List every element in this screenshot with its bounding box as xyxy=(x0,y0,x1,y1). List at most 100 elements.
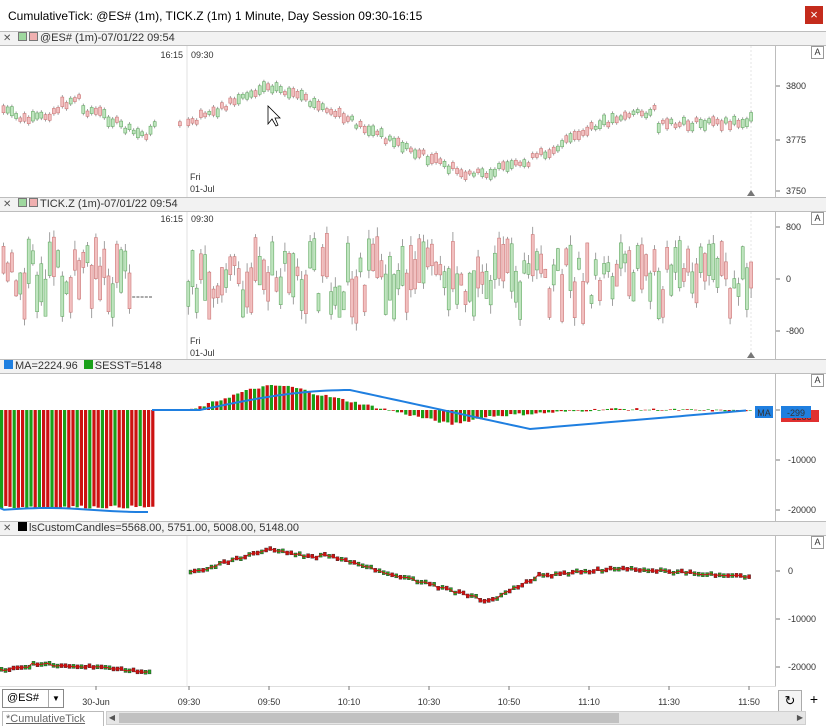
tick-chart[interactable]: 16:15 09:30 Fri 01-Jul 800 0 -800 xyxy=(0,212,826,359)
candle xyxy=(14,113,18,119)
cumulative-tick-histogram[interactable]: 0-10000-20000-1286MA-299 xyxy=(0,374,826,521)
candle xyxy=(249,267,254,313)
candle xyxy=(362,126,367,134)
histogram-bar xyxy=(105,410,109,509)
sesst-swatch-icon xyxy=(83,360,93,369)
histogram-bar xyxy=(25,410,29,509)
candle xyxy=(94,107,98,115)
histogram-bar xyxy=(29,410,33,507)
es-price-chart[interactable]: 16:15 09:30 Fri 01-Jul 3800 3775 3750 xyxy=(0,46,826,197)
candle xyxy=(119,249,123,293)
scroll-left-icon[interactable]: ◀ xyxy=(108,713,116,722)
candle xyxy=(673,123,678,129)
candle xyxy=(707,243,711,276)
candle xyxy=(270,85,275,94)
candle xyxy=(194,287,199,313)
close-button[interactable]: × xyxy=(805,6,823,24)
close-pane-icon[interactable]: ✕ xyxy=(3,199,12,210)
candle xyxy=(73,249,77,271)
histogram-bar xyxy=(551,410,555,413)
candle xyxy=(312,98,317,109)
down-swatch-icon xyxy=(29,32,38,41)
candle xyxy=(745,118,749,127)
candle xyxy=(115,116,119,123)
candle xyxy=(514,270,518,303)
histogram-bar xyxy=(349,402,353,410)
candle xyxy=(623,253,627,264)
histogram-bar xyxy=(147,410,151,507)
autoscale-button[interactable]: A xyxy=(811,46,824,59)
y-tick-label: 0 xyxy=(788,566,793,576)
symbol-selector[interactable]: @ES# ▼ xyxy=(2,689,64,708)
pane-es-header: ✕ @ES# (1m)-07/01/22 09:54 xyxy=(0,31,826,46)
candle xyxy=(505,238,510,273)
scrollbar-thumb[interactable] xyxy=(119,713,619,723)
candle xyxy=(606,121,611,128)
refresh-button[interactable]: ↻ xyxy=(778,690,802,712)
candle xyxy=(346,242,350,283)
histogram-bar xyxy=(589,410,593,412)
candle xyxy=(186,118,191,126)
close-pane-icon[interactable]: ✕ xyxy=(3,33,12,44)
candle xyxy=(375,130,380,136)
scroll-marker-icon xyxy=(747,352,755,358)
candle xyxy=(446,268,451,311)
candle xyxy=(144,134,149,140)
histogram-bar xyxy=(450,410,454,425)
candle xyxy=(425,156,430,166)
histogram-bar xyxy=(16,410,20,508)
candle xyxy=(47,241,52,276)
autoscale-button[interactable]: A xyxy=(811,536,824,549)
candle xyxy=(640,110,644,117)
candle xyxy=(224,106,228,111)
candle xyxy=(677,240,682,289)
histogram-bar xyxy=(500,410,504,417)
chart-tab[interactable]: *CumulativeTick xyxy=(2,711,104,726)
y-tick-label: 3750 xyxy=(786,186,806,196)
candle xyxy=(728,121,732,131)
add-button[interactable]: + xyxy=(809,691,819,707)
candle xyxy=(602,263,606,275)
candle xyxy=(220,267,224,296)
candle xyxy=(497,237,501,279)
histogram-bar xyxy=(307,392,311,410)
candle xyxy=(451,162,455,170)
histogram-bar xyxy=(731,409,735,411)
candle xyxy=(568,133,573,143)
close-pane-icon[interactable]: ✕ xyxy=(3,523,12,534)
candle xyxy=(371,243,375,272)
pane-tick-label: TICK.Z (1m)-07/01/22 09:54 xyxy=(40,198,178,210)
x-tick-label: 10:50 xyxy=(498,697,521,707)
histogram-bar xyxy=(626,410,630,411)
candle xyxy=(577,257,581,270)
histogram-bar xyxy=(408,410,412,416)
candle xyxy=(316,100,321,111)
candle xyxy=(354,124,359,129)
candle xyxy=(35,274,39,312)
histogram-bar xyxy=(278,385,282,410)
custom-candles-chart[interactable]: 0 -10000 -20000 xyxy=(0,536,826,686)
candle xyxy=(740,246,745,280)
candle xyxy=(253,90,258,97)
histogram-bar xyxy=(21,410,25,507)
candles-swatch-icon xyxy=(18,522,27,531)
chevron-down-icon[interactable]: ▼ xyxy=(48,690,63,707)
histogram-bar xyxy=(332,397,336,410)
horizontal-scrollbar[interactable]: ◀ ▶ xyxy=(106,711,806,725)
candle xyxy=(526,162,531,167)
candle xyxy=(81,105,86,114)
histogram-bar xyxy=(505,410,509,417)
candle xyxy=(509,160,514,169)
candle xyxy=(467,272,472,302)
autoscale-button[interactable]: A xyxy=(811,212,824,225)
candle xyxy=(308,241,312,269)
autoscale-button[interactable]: A xyxy=(811,374,824,387)
candle xyxy=(220,102,224,109)
candle xyxy=(320,247,325,277)
histogram-bar xyxy=(635,408,639,410)
candle xyxy=(417,238,422,283)
scroll-right-icon[interactable]: ▶ xyxy=(796,713,804,722)
candle xyxy=(661,119,665,124)
candle xyxy=(249,90,254,98)
x-tick-label: 11:10 xyxy=(578,697,600,707)
